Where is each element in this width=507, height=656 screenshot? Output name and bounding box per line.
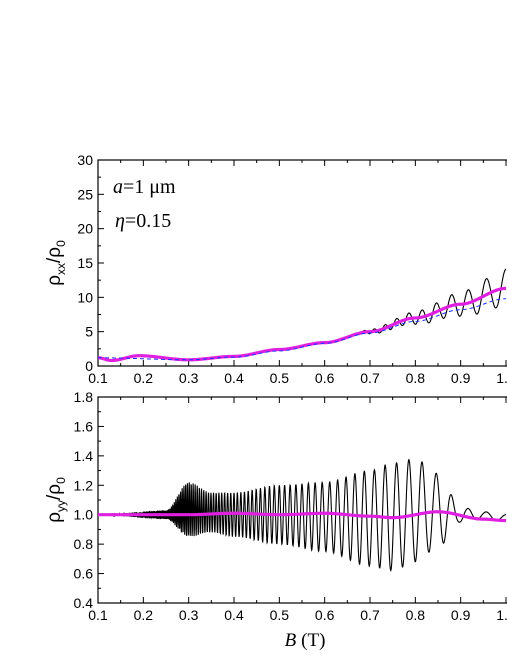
- top-xtick-label: 0.9: [451, 370, 471, 386]
- top-xtick-label: 1.0: [496, 370, 507, 386]
- bottom-ytick-label: 0.4: [74, 595, 94, 611]
- top-ticks: 0.1 0.2 0.3 0.4 0.5 0.6 0.7 0.8 0.9 1.0 0 5 10 15 20 25…: [77, 152, 507, 386]
- top-ylabel-main: ρ: [44, 275, 65, 286]
- bottom-ytick-label: 0.6: [74, 566, 94, 582]
- top-annotation-eta: η=0.15: [115, 210, 171, 232]
- bottom-xtick-label: 0.6: [315, 607, 335, 623]
- bottom-xlabel: B (T): [285, 630, 326, 651]
- anno-rest-a: =1 μm: [123, 176, 176, 198]
- bottom-ytick-label: 1.4: [74, 448, 94, 464]
- svg-text:η=0.15: η=0.15: [115, 210, 171, 232]
- bottom-ytick-label: 0.8: [74, 536, 94, 552]
- bottom-ylabel-main: ρ: [44, 512, 65, 523]
- bottom-ylabel-sub: yy: [54, 500, 68, 512]
- bottom-xtick-label: 0.1: [88, 607, 108, 623]
- top-xtick-label: 0.4: [224, 370, 244, 386]
- bottom-series-magenta: [98, 510, 507, 523]
- top-annotation-a: a=1 μm: [113, 176, 176, 198]
- top-xtick-label: 0.8: [406, 370, 426, 386]
- top-ytick-label: 20: [77, 221, 93, 237]
- bottom-panel: 0.1 0.2 0.3 0.4 0.5 0.6 0.7 0.8 0.9 1.0 0.4 0.6 0.8 1…: [44, 389, 507, 651]
- bottom-ylabel-den-sub: 0: [54, 477, 68, 484]
- top-xtick-label: 0.6: [315, 370, 335, 386]
- top-xtick-label: 0.5: [270, 370, 290, 386]
- bottom-xtick-label: 0.4: [224, 607, 244, 623]
- top-ylabel-den-sub: 0: [54, 240, 68, 247]
- xlabel-var: B: [285, 630, 297, 651]
- bottom-ticks: 0.1 0.2 0.3 0.4 0.5 0.6 0.7 0.8 0.9 1.0 0.4 0.6 0.8 1…: [74, 389, 507, 623]
- bottom-ytick-label: 1.2: [74, 477, 94, 493]
- anno-rest-eta: =0.15: [125, 210, 171, 232]
- top-panel: 0.1 0.2 0.3 0.4 0.5 0.6 0.7 0.8 0.9 1.0 0 5 10 15 20 25…: [44, 152, 507, 386]
- bottom-ylabel: ρyy/ρ0: [44, 477, 68, 523]
- bottom-series-black: [98, 458, 507, 572]
- bottom-xtick-label: 0.8: [406, 607, 426, 623]
- bottom-ytick-label: 1.6: [74, 418, 94, 434]
- top-ylabel-sub: xx: [54, 263, 68, 275]
- top-xtick-label: 0.3: [179, 370, 199, 386]
- top-ytick-label: 30: [77, 152, 93, 168]
- top-ytick-label: 25: [77, 186, 93, 202]
- svg-text:a=1 μm: a=1 μm: [113, 176, 176, 198]
- top-ytick-label: 5: [85, 324, 93, 340]
- xlabel-unit: (T): [301, 630, 325, 651]
- bottom-xtick-label: 0.5: [270, 607, 290, 623]
- top-xtick-label: 0.2: [134, 370, 154, 386]
- bottom-xtick-label: 1.0: [496, 607, 507, 623]
- top-ytick-label: 10: [77, 289, 93, 305]
- top-series: [98, 268, 507, 363]
- bottom-xtick-label: 0.7: [360, 607, 380, 623]
- top-series-magenta: [98, 286, 507, 363]
- bottom-ytick-label: 1.0: [74, 507, 94, 523]
- top-ylabel-den: ρ: [44, 247, 65, 258]
- anno-var-eta: η: [115, 210, 125, 232]
- bottom-ytick-label: 1.8: [74, 389, 94, 405]
- top-xtick-label: 0.1: [88, 370, 108, 386]
- anno-var-a: a: [113, 176, 123, 198]
- top-ytick-label: 0: [85, 358, 93, 374]
- bottom-xtick-label: 0.2: [134, 607, 154, 623]
- top-xtick-label: 0.7: [360, 370, 380, 386]
- bottom-xtick-label: 0.9: [451, 607, 471, 623]
- bottom-xtick-label: 0.3: [179, 607, 199, 623]
- top-series-blue-dashed: [98, 298, 507, 361]
- top-ytick-label: 15: [77, 255, 93, 271]
- top-ylabel: ρxx/ρ0: [44, 240, 68, 286]
- bottom-ylabel-den: ρ: [44, 484, 65, 495]
- bottom-series: [98, 458, 507, 572]
